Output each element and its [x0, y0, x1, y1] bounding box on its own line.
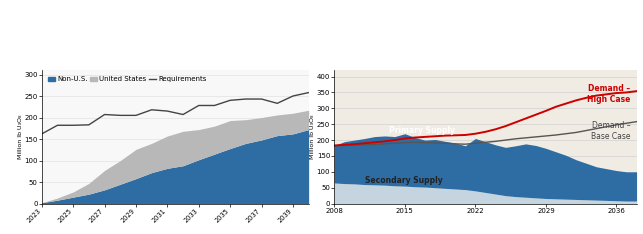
Text: Demand –
High Case: Demand – High Case [587, 84, 631, 104]
Text: Structural Primary & Secondary Supply Gap: Structural Primary & Secondary Supply Ga… [342, 46, 510, 55]
Y-axis label: Million lb U₃O₈: Million lb U₃O₈ [18, 115, 23, 159]
Text: Secondary Supply: Secondary Supply [365, 176, 442, 185]
Y-axis label: Million lb U₃O₈: Million lb U₃O₈ [311, 115, 315, 159]
Legend: Non-U.S., United States, Requirements: Non-U.S., United States, Requirements [45, 74, 210, 85]
Text: Primary Supply: Primary Supply [389, 126, 455, 135]
Text: Supply Outlook is Uncertain: Supply Outlook is Uncertain [342, 14, 496, 24]
Text: ~ 2.2 Billion pounds through 2040: ~ 2.2 Billion pounds through 2040 [48, 46, 180, 55]
Text: Utility Uncovered Uranium Requirements: Utility Uncovered Uranium Requirements [48, 14, 275, 24]
Text: Demand –
Base Case: Demand – Base Case [591, 121, 631, 141]
